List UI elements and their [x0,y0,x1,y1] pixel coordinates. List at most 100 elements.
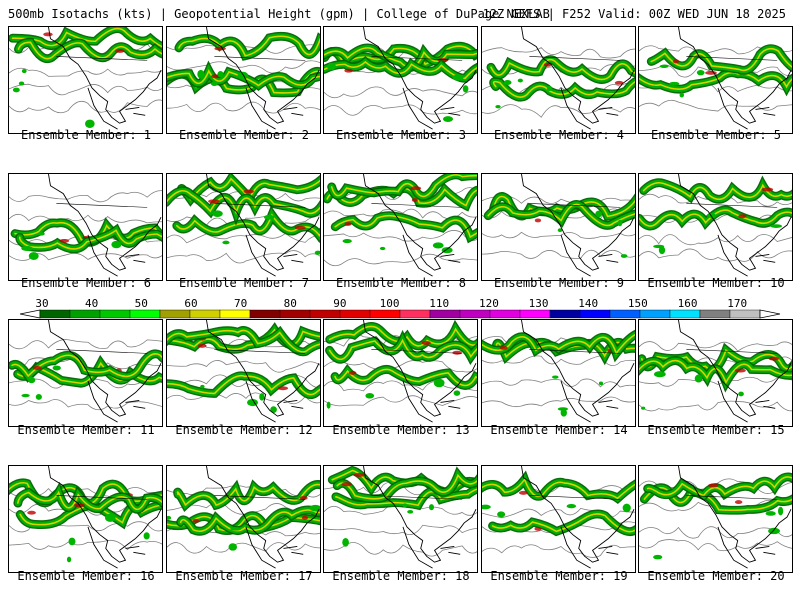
colorbar-segment [189,309,221,319]
coastline [521,174,635,271]
coastline [402,87,433,130]
colorbar-tick-label: 150 [628,297,648,310]
colorbar-tick-label: 70 [234,297,247,310]
wind-maximum [410,186,422,191]
isotach-patch [309,504,320,512]
wind-maximum [452,350,462,355]
member-map [482,320,635,423]
member-map [639,466,792,569]
isotach-patch [379,246,386,251]
colorbar-segment [69,309,101,319]
country-border [56,203,148,208]
country-border [686,203,778,208]
isotach-patch [552,375,559,379]
jet-core [335,488,477,507]
member-caption: Ensemble Member: 11 [17,423,155,437]
jet-core [639,71,792,90]
member-caption: Ensemble Member: 19 [490,569,628,583]
jet-core [178,35,320,57]
member-map [9,27,162,130]
coastline [678,320,792,417]
member-map [9,466,162,569]
isotach-patch [270,406,277,413]
isotach-patch [37,232,45,236]
height-contour [482,231,635,239]
colorbar-min-arrow [19,309,41,319]
member-caption: Ensemble Member: 15 [647,423,785,437]
coastline [402,234,433,277]
isotach-patch [658,246,666,255]
coastline [717,380,748,423]
height-contour [482,544,635,558]
member-caption: Ensemble Member: 16 [17,569,155,583]
product-title: 500mb Isotachs (kts) | Geopotential Heig… [8,7,550,21]
isotach-patch [35,394,42,400]
isotach-patch [217,71,224,78]
wind-maximum [768,356,780,361]
wind-maximum [192,518,200,523]
isotach-patch [517,78,523,83]
wind-maximum [214,46,226,51]
isotach-patch [167,515,172,520]
height-contour [324,524,477,536]
coastline [283,107,304,116]
jet-core [176,483,320,507]
height-contour [9,190,162,203]
height-contour [324,253,477,267]
isotach-patch [770,224,783,228]
isotach-patch [66,556,72,563]
coastline [206,466,320,563]
member-map [9,174,162,277]
coastline [245,87,276,130]
jet-core [334,214,477,239]
isotach-patch [452,74,464,81]
jet-core [328,325,477,347]
jet-core [11,27,162,48]
wind-maximum [208,199,220,204]
isotach-patch [259,393,265,401]
member-map-panel [8,26,163,134]
colorbar-tick-label: 60 [184,297,197,310]
isotach-patch [228,543,238,551]
isotach-patch [143,532,150,540]
country-border [56,349,148,354]
member-caption: Ensemble Member: 7 [178,276,310,290]
header: 500mb Isotachs (kts) | Geopotential Heig… [0,0,800,24]
member-map [639,320,792,423]
coastline [717,87,748,130]
jet-core [482,477,635,500]
colorbar-segment [99,309,131,319]
jet-core [336,473,477,500]
coastline [755,546,776,555]
isotach-patch [428,504,435,511]
member-map-panel [638,26,793,134]
member-caption: Ensemble Member: 9 [493,276,625,290]
wind-maximum [543,62,552,67]
coastline [560,87,591,130]
coastline [283,546,304,555]
wind-maximum [534,526,542,531]
colorbar-segment [729,309,761,319]
member-map [639,174,792,277]
isotach-patch [407,509,414,514]
member-caption: Ensemble Member: 8 [335,276,467,290]
colorbar-max-arrow [759,309,781,319]
member-map [167,320,320,423]
member-map [482,174,635,277]
wind-maximum [43,32,53,37]
isotach-patch [237,71,249,80]
jet-core [17,490,162,511]
member-map [639,27,792,130]
isotach-patch [462,85,469,93]
height-contour [324,542,477,557]
member-caption: Ensemble Member: 3 [335,128,467,142]
height-contour [482,104,635,118]
isotach-colorbar: 30 40 50 60 70 80 90 100 110 120 130 140 150 160 170 [0,296,800,320]
wind-maximum [341,482,352,487]
country-border [686,56,778,61]
jet-core [492,80,635,98]
coastline [245,234,276,277]
member-map-panel [481,26,636,134]
country-border [56,56,148,61]
jet-core [642,181,792,201]
